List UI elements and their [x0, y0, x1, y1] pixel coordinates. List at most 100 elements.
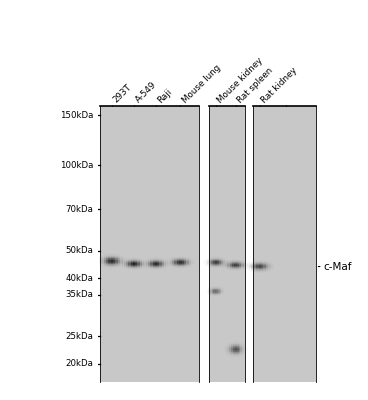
Bar: [207, 290, 209, 291]
Bar: [207, 262, 209, 263]
Bar: [249, 262, 251, 263]
Bar: [189, 259, 191, 260]
Bar: [126, 267, 128, 268]
Bar: [179, 267, 181, 268]
Bar: [144, 263, 146, 264]
Bar: [238, 350, 241, 351]
Bar: [123, 264, 125, 265]
Bar: [244, 352, 247, 353]
Bar: [263, 265, 266, 266]
Bar: [227, 350, 229, 351]
Bar: [111, 261, 113, 262]
Bar: [191, 258, 194, 259]
Bar: [254, 270, 256, 271]
Bar: [256, 264, 259, 265]
Bar: [225, 268, 227, 269]
Bar: [233, 348, 234, 349]
Bar: [213, 266, 215, 267]
Bar: [113, 260, 116, 261]
Bar: [230, 264, 232, 265]
Bar: [209, 287, 210, 288]
Bar: [263, 264, 266, 265]
Bar: [166, 265, 169, 266]
Bar: [167, 265, 170, 266]
Bar: [220, 260, 223, 261]
Bar: [157, 264, 159, 265]
Bar: [243, 351, 244, 352]
Bar: [111, 268, 113, 269]
Bar: [254, 267, 256, 268]
Bar: [254, 271, 256, 272]
Bar: [223, 291, 224, 292]
Bar: [247, 350, 248, 351]
Bar: [148, 261, 151, 262]
Bar: [111, 254, 113, 255]
Bar: [103, 264, 106, 265]
Bar: [209, 260, 210, 261]
Bar: [113, 257, 116, 258]
Bar: [162, 260, 164, 261]
Bar: [220, 290, 221, 291]
Bar: [179, 260, 181, 261]
Bar: [210, 266, 213, 267]
Bar: [207, 288, 209, 289]
Bar: [237, 264, 239, 265]
Bar: [227, 261, 229, 262]
Bar: [216, 289, 218, 290]
Bar: [184, 257, 186, 258]
Bar: [237, 269, 239, 270]
Bar: [106, 267, 108, 268]
Bar: [210, 291, 212, 292]
Bar: [229, 351, 230, 352]
Bar: [128, 265, 131, 266]
Bar: [227, 344, 229, 345]
Bar: [205, 265, 207, 266]
Bar: [218, 291, 220, 292]
Bar: [125, 262, 127, 263]
Bar: [222, 264, 225, 265]
Bar: [241, 350, 243, 351]
Bar: [241, 353, 243, 354]
Text: c-Maf: c-Maf: [324, 262, 352, 272]
Bar: [118, 265, 120, 266]
Bar: [111, 255, 113, 256]
Bar: [244, 345, 247, 346]
Bar: [256, 263, 259, 264]
Bar: [172, 267, 174, 268]
Bar: [166, 262, 169, 263]
Bar: [241, 344, 243, 345]
Bar: [243, 348, 244, 349]
Bar: [249, 268, 251, 269]
Bar: [151, 259, 153, 260]
Bar: [215, 258, 217, 259]
Bar: [121, 264, 124, 265]
Bar: [241, 266, 244, 267]
Bar: [148, 264, 151, 265]
Bar: [237, 346, 238, 347]
Bar: [234, 347, 237, 348]
Bar: [246, 264, 249, 265]
Bar: [189, 266, 191, 267]
Bar: [241, 262, 244, 263]
Bar: [135, 258, 137, 259]
Bar: [220, 266, 222, 267]
Bar: [151, 262, 153, 263]
Bar: [103, 256, 106, 257]
Bar: [181, 257, 184, 258]
Bar: [220, 286, 221, 287]
Bar: [135, 268, 137, 269]
Bar: [232, 264, 234, 265]
Bar: [133, 260, 135, 261]
Bar: [222, 267, 225, 268]
Bar: [229, 349, 230, 350]
Bar: [111, 259, 113, 260]
Bar: [224, 264, 227, 265]
Bar: [256, 268, 259, 269]
Bar: [220, 263, 222, 264]
Bar: [181, 265, 184, 266]
Bar: [133, 267, 135, 268]
Bar: [151, 260, 153, 261]
Bar: [101, 265, 103, 266]
Bar: [239, 268, 241, 269]
Bar: [249, 267, 251, 268]
